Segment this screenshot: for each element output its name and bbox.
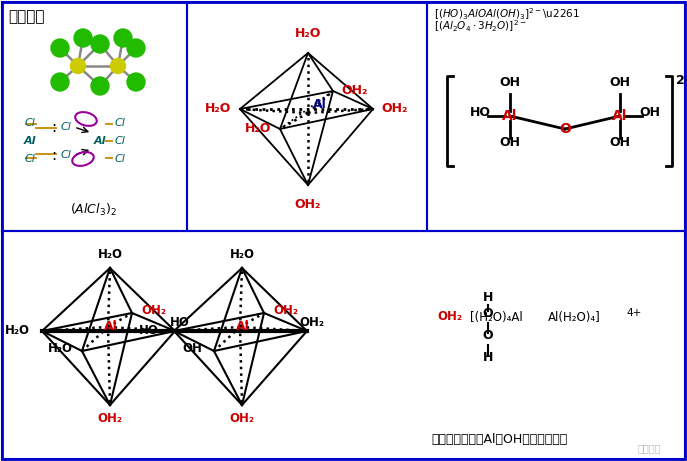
Text: 五、硼族: 五、硼族 bbox=[8, 9, 45, 24]
Text: OH: OH bbox=[609, 76, 631, 89]
Text: OH₂: OH₂ bbox=[273, 305, 298, 318]
Text: Cl: Cl bbox=[25, 154, 36, 164]
Text: H₂O: H₂O bbox=[295, 27, 322, 40]
Text: :: : bbox=[52, 119, 56, 135]
Circle shape bbox=[111, 59, 126, 73]
Text: Cl: Cl bbox=[60, 150, 71, 160]
Text: $(AlCl_3)_2$: $(AlCl_3)_2$ bbox=[69, 202, 116, 218]
Text: Al: Al bbox=[104, 320, 118, 333]
Circle shape bbox=[51, 73, 69, 91]
Bar bbox=[427, 2, 685, 231]
Text: HO: HO bbox=[139, 325, 159, 337]
Bar bbox=[2, 2, 187, 231]
Circle shape bbox=[71, 59, 85, 73]
Text: OH₂: OH₂ bbox=[300, 317, 324, 330]
Text: Al: Al bbox=[612, 109, 628, 123]
Text: HO: HO bbox=[469, 106, 491, 119]
Text: OH: OH bbox=[182, 343, 202, 355]
Text: Al: Al bbox=[313, 99, 327, 112]
Text: HO: HO bbox=[170, 317, 190, 330]
Text: Al(H₂O)₄]: Al(H₂O)₄] bbox=[548, 311, 600, 324]
Circle shape bbox=[91, 77, 109, 95]
Text: Cl: Cl bbox=[115, 154, 126, 164]
Circle shape bbox=[114, 29, 132, 47]
Circle shape bbox=[91, 35, 109, 53]
Text: OH: OH bbox=[609, 136, 631, 149]
Text: OH₂: OH₂ bbox=[229, 412, 254, 425]
Text: 2-: 2- bbox=[676, 74, 687, 87]
Text: Cl: Cl bbox=[60, 122, 71, 132]
Text: OH₂: OH₂ bbox=[142, 305, 166, 318]
Circle shape bbox=[51, 39, 69, 57]
Text: OH₂: OH₂ bbox=[295, 198, 322, 211]
Text: 4+: 4+ bbox=[626, 308, 641, 318]
Text: OH₂: OH₂ bbox=[342, 84, 368, 97]
Text: OH: OH bbox=[499, 136, 521, 149]
Text: Cl: Cl bbox=[115, 118, 126, 128]
Text: OH₂: OH₂ bbox=[438, 311, 462, 324]
Text: H: H bbox=[483, 291, 493, 304]
Text: O: O bbox=[483, 329, 493, 342]
Text: O: O bbox=[559, 122, 571, 136]
Text: H₂O: H₂O bbox=[245, 123, 271, 136]
Text: OH: OH bbox=[640, 106, 660, 119]
Text: H: H bbox=[483, 351, 493, 364]
Text: :: : bbox=[52, 148, 56, 162]
Text: H₂O: H₂O bbox=[229, 248, 254, 261]
Text: OH₂: OH₂ bbox=[98, 412, 122, 425]
Text: OH: OH bbox=[499, 76, 521, 89]
Bar bbox=[2, 231, 685, 459]
Text: Cl: Cl bbox=[115, 136, 126, 146]
Text: H₂O: H₂O bbox=[98, 248, 122, 261]
Text: Al: Al bbox=[24, 136, 36, 146]
Text: Cl: Cl bbox=[25, 118, 36, 128]
Text: H₂O: H₂O bbox=[5, 325, 30, 337]
Text: [(H₂O)₄Al: [(H₂O)₄Al bbox=[470, 311, 523, 324]
Text: Al: Al bbox=[502, 109, 518, 123]
Circle shape bbox=[127, 73, 145, 91]
Text: H₂O: H₂O bbox=[47, 343, 73, 355]
Text: Al: Al bbox=[236, 320, 250, 333]
Text: 具有八面体型的Al与OH桥键的聚合体: 具有八面体型的Al与OH桥键的聚合体 bbox=[432, 433, 568, 446]
Circle shape bbox=[127, 39, 145, 57]
Text: H₂O: H₂O bbox=[205, 102, 232, 116]
Text: $[(Al_2O_4\cdot3H_2O)]^{2-}$: $[(Al_2O_4\cdot3H_2O)]^{2-}$ bbox=[434, 18, 526, 34]
Text: Al: Al bbox=[93, 136, 106, 146]
Text: $[(HO)_3AlOAl(OH)_3]^{2-}$\u2261: $[(HO)_3AlOAl(OH)_3]^{2-}$\u2261 bbox=[434, 6, 580, 22]
Text: OH₂: OH₂ bbox=[382, 102, 408, 116]
Bar bbox=[187, 2, 427, 231]
Text: 漫游药化: 漫游药化 bbox=[638, 443, 662, 453]
Circle shape bbox=[74, 29, 92, 47]
Text: O: O bbox=[483, 307, 493, 320]
